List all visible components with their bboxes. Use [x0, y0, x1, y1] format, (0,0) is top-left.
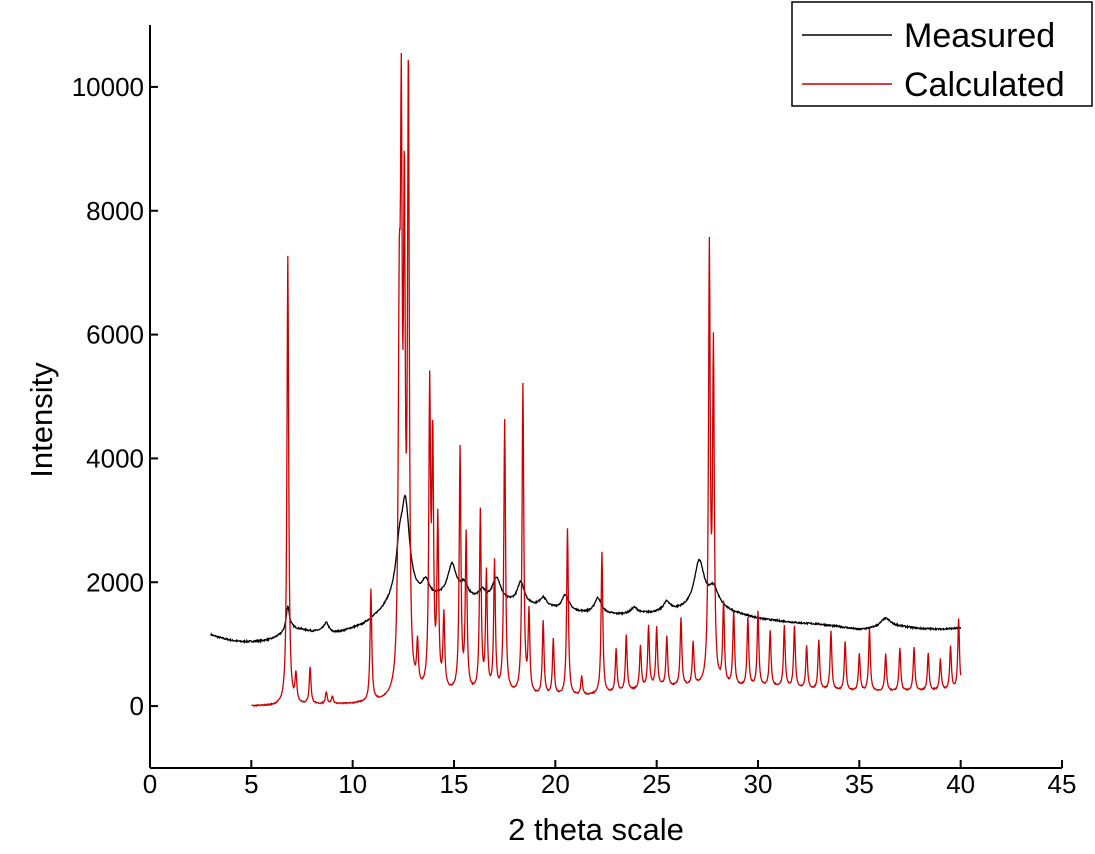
series-line-calculated	[251, 52, 962, 708]
y-axis-title: Intensity	[24, 362, 59, 478]
x-axis: 0 5 10 15 20 25 30 35 40 45	[143, 760, 1077, 799]
series-layer	[210, 52, 962, 708]
y-tick-label: 0	[130, 691, 144, 721]
y-tick-label: 10000	[72, 72, 144, 102]
x-tick-label: 45	[1048, 769, 1077, 799]
series-line-measured	[210, 494, 962, 644]
y-tick-label: 8000	[86, 196, 144, 226]
y-tick-label: 2000	[86, 567, 144, 597]
y-axis: 0 2000 4000 6000 8000 10000	[72, 25, 158, 768]
x-tick-label: 10	[338, 769, 367, 799]
y-tick-label: 6000	[86, 320, 144, 350]
x-tick-label: 20	[541, 769, 570, 799]
x-ticks: 0 5 10 15 20 25 30 35 40 45	[143, 760, 1077, 799]
legend-box	[791, 1, 1093, 107]
x-tick-label: 15	[440, 769, 469, 799]
legend-label-calculated: Calculated	[904, 66, 1065, 104]
x-tick-label: 40	[946, 769, 975, 799]
x-tick-label: 35	[845, 769, 874, 799]
legend-label-measured: Measured	[904, 17, 1055, 55]
x-axis-title: 2 theta scale	[508, 812, 684, 847]
y-tick-label: 4000	[86, 443, 144, 473]
x-tick-label: 30	[744, 769, 773, 799]
legend: Measured Calculated	[791, 1, 1093, 107]
x-tick-label: 0	[143, 769, 157, 799]
x-tick-label: 25	[642, 769, 671, 799]
y-ticks: 0 2000 4000 6000 8000 10000	[72, 72, 158, 721]
x-tick-label: 5	[244, 769, 258, 799]
